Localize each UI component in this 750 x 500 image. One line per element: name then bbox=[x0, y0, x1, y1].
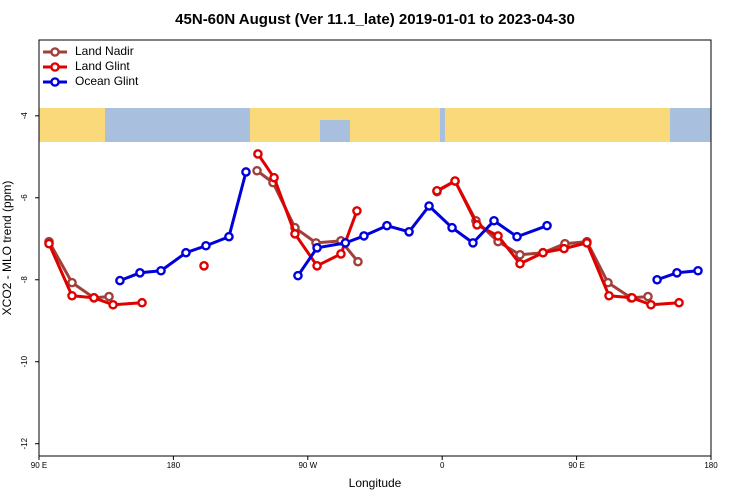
data-point bbox=[404, 227, 414, 237]
legend-marker bbox=[50, 62, 60, 72]
data-point bbox=[489, 215, 499, 226]
y-tick-label: -10 bbox=[20, 355, 29, 367]
data-point bbox=[672, 267, 682, 278]
data-point bbox=[359, 231, 369, 241]
data-point bbox=[643, 291, 653, 302]
data-point bbox=[181, 247, 191, 258]
data-point bbox=[89, 292, 99, 303]
bay bbox=[320, 120, 350, 142]
y-tick-label: -12 bbox=[20, 437, 29, 449]
data-point bbox=[224, 231, 234, 242]
data-point bbox=[432, 186, 442, 196]
x-tick-label: 90 E bbox=[568, 461, 584, 470]
data-point bbox=[253, 149, 263, 159]
data-point bbox=[582, 238, 592, 248]
data-point bbox=[447, 222, 457, 233]
data-point bbox=[468, 238, 478, 248]
data-point bbox=[542, 220, 552, 231]
x-axis-label: Longitude bbox=[349, 476, 402, 490]
plot-frame bbox=[38, 39, 712, 457]
data-point bbox=[424, 201, 434, 211]
data-point bbox=[67, 277, 77, 288]
data-point bbox=[135, 267, 145, 278]
data-point bbox=[340, 238, 351, 248]
data-point bbox=[312, 261, 322, 271]
land bbox=[39, 108, 105, 142]
x-tick-label: 180 bbox=[704, 461, 718, 470]
data-point bbox=[115, 275, 125, 286]
x-tick-label: 90 W bbox=[298, 461, 317, 470]
data-point bbox=[515, 249, 525, 260]
legend-marker bbox=[50, 47, 60, 57]
chart-title: 45N-60N August (Ver 11.1_late) 2019-01-0… bbox=[175, 11, 575, 28]
data-point bbox=[137, 297, 147, 308]
data-point bbox=[252, 165, 262, 176]
data-point bbox=[512, 231, 522, 242]
legend-label: Ocean Glint bbox=[75, 74, 139, 88]
land bbox=[445, 108, 670, 142]
data-point bbox=[241, 167, 251, 177]
data-point bbox=[312, 242, 322, 253]
legend-label: Land Nadir bbox=[75, 44, 134, 58]
data-point bbox=[450, 176, 460, 186]
data-point bbox=[293, 270, 303, 281]
data-point bbox=[674, 297, 684, 308]
data-point bbox=[493, 231, 503, 241]
data-point bbox=[201, 240, 211, 251]
data-point bbox=[352, 206, 362, 216]
data-point bbox=[104, 291, 114, 302]
data-point bbox=[538, 247, 548, 258]
data-point bbox=[269, 172, 279, 183]
data-point bbox=[382, 220, 392, 231]
legend-label: Land Glint bbox=[75, 59, 130, 73]
data-point bbox=[353, 256, 363, 267]
x-tick-label: 0 bbox=[440, 461, 445, 470]
x-tick-label: 90 E bbox=[31, 461, 47, 470]
legend-marker bbox=[50, 77, 60, 87]
data-point bbox=[515, 258, 525, 269]
data-point bbox=[559, 243, 569, 254]
data-point bbox=[652, 274, 662, 285]
data-point bbox=[646, 299, 656, 310]
y-tick-label: -6 bbox=[20, 194, 29, 202]
y-axis-label: XCO2 - MLO trend (ppm) bbox=[0, 181, 14, 316]
data-point bbox=[693, 265, 703, 276]
data-point bbox=[472, 220, 482, 230]
data-point bbox=[67, 290, 77, 301]
y-tick-label: -8 bbox=[20, 276, 29, 284]
data-point bbox=[290, 229, 300, 239]
data-point bbox=[627, 292, 637, 303]
map-strip bbox=[39, 108, 711, 142]
data-point bbox=[604, 290, 614, 301]
y-tick-label: -4 bbox=[20, 112, 29, 120]
x-tick-label: 180 bbox=[167, 461, 181, 470]
data-point bbox=[199, 261, 209, 271]
data-point bbox=[44, 238, 54, 249]
data-point bbox=[108, 299, 118, 310]
data-point bbox=[336, 249, 346, 259]
data-point bbox=[156, 265, 166, 276]
